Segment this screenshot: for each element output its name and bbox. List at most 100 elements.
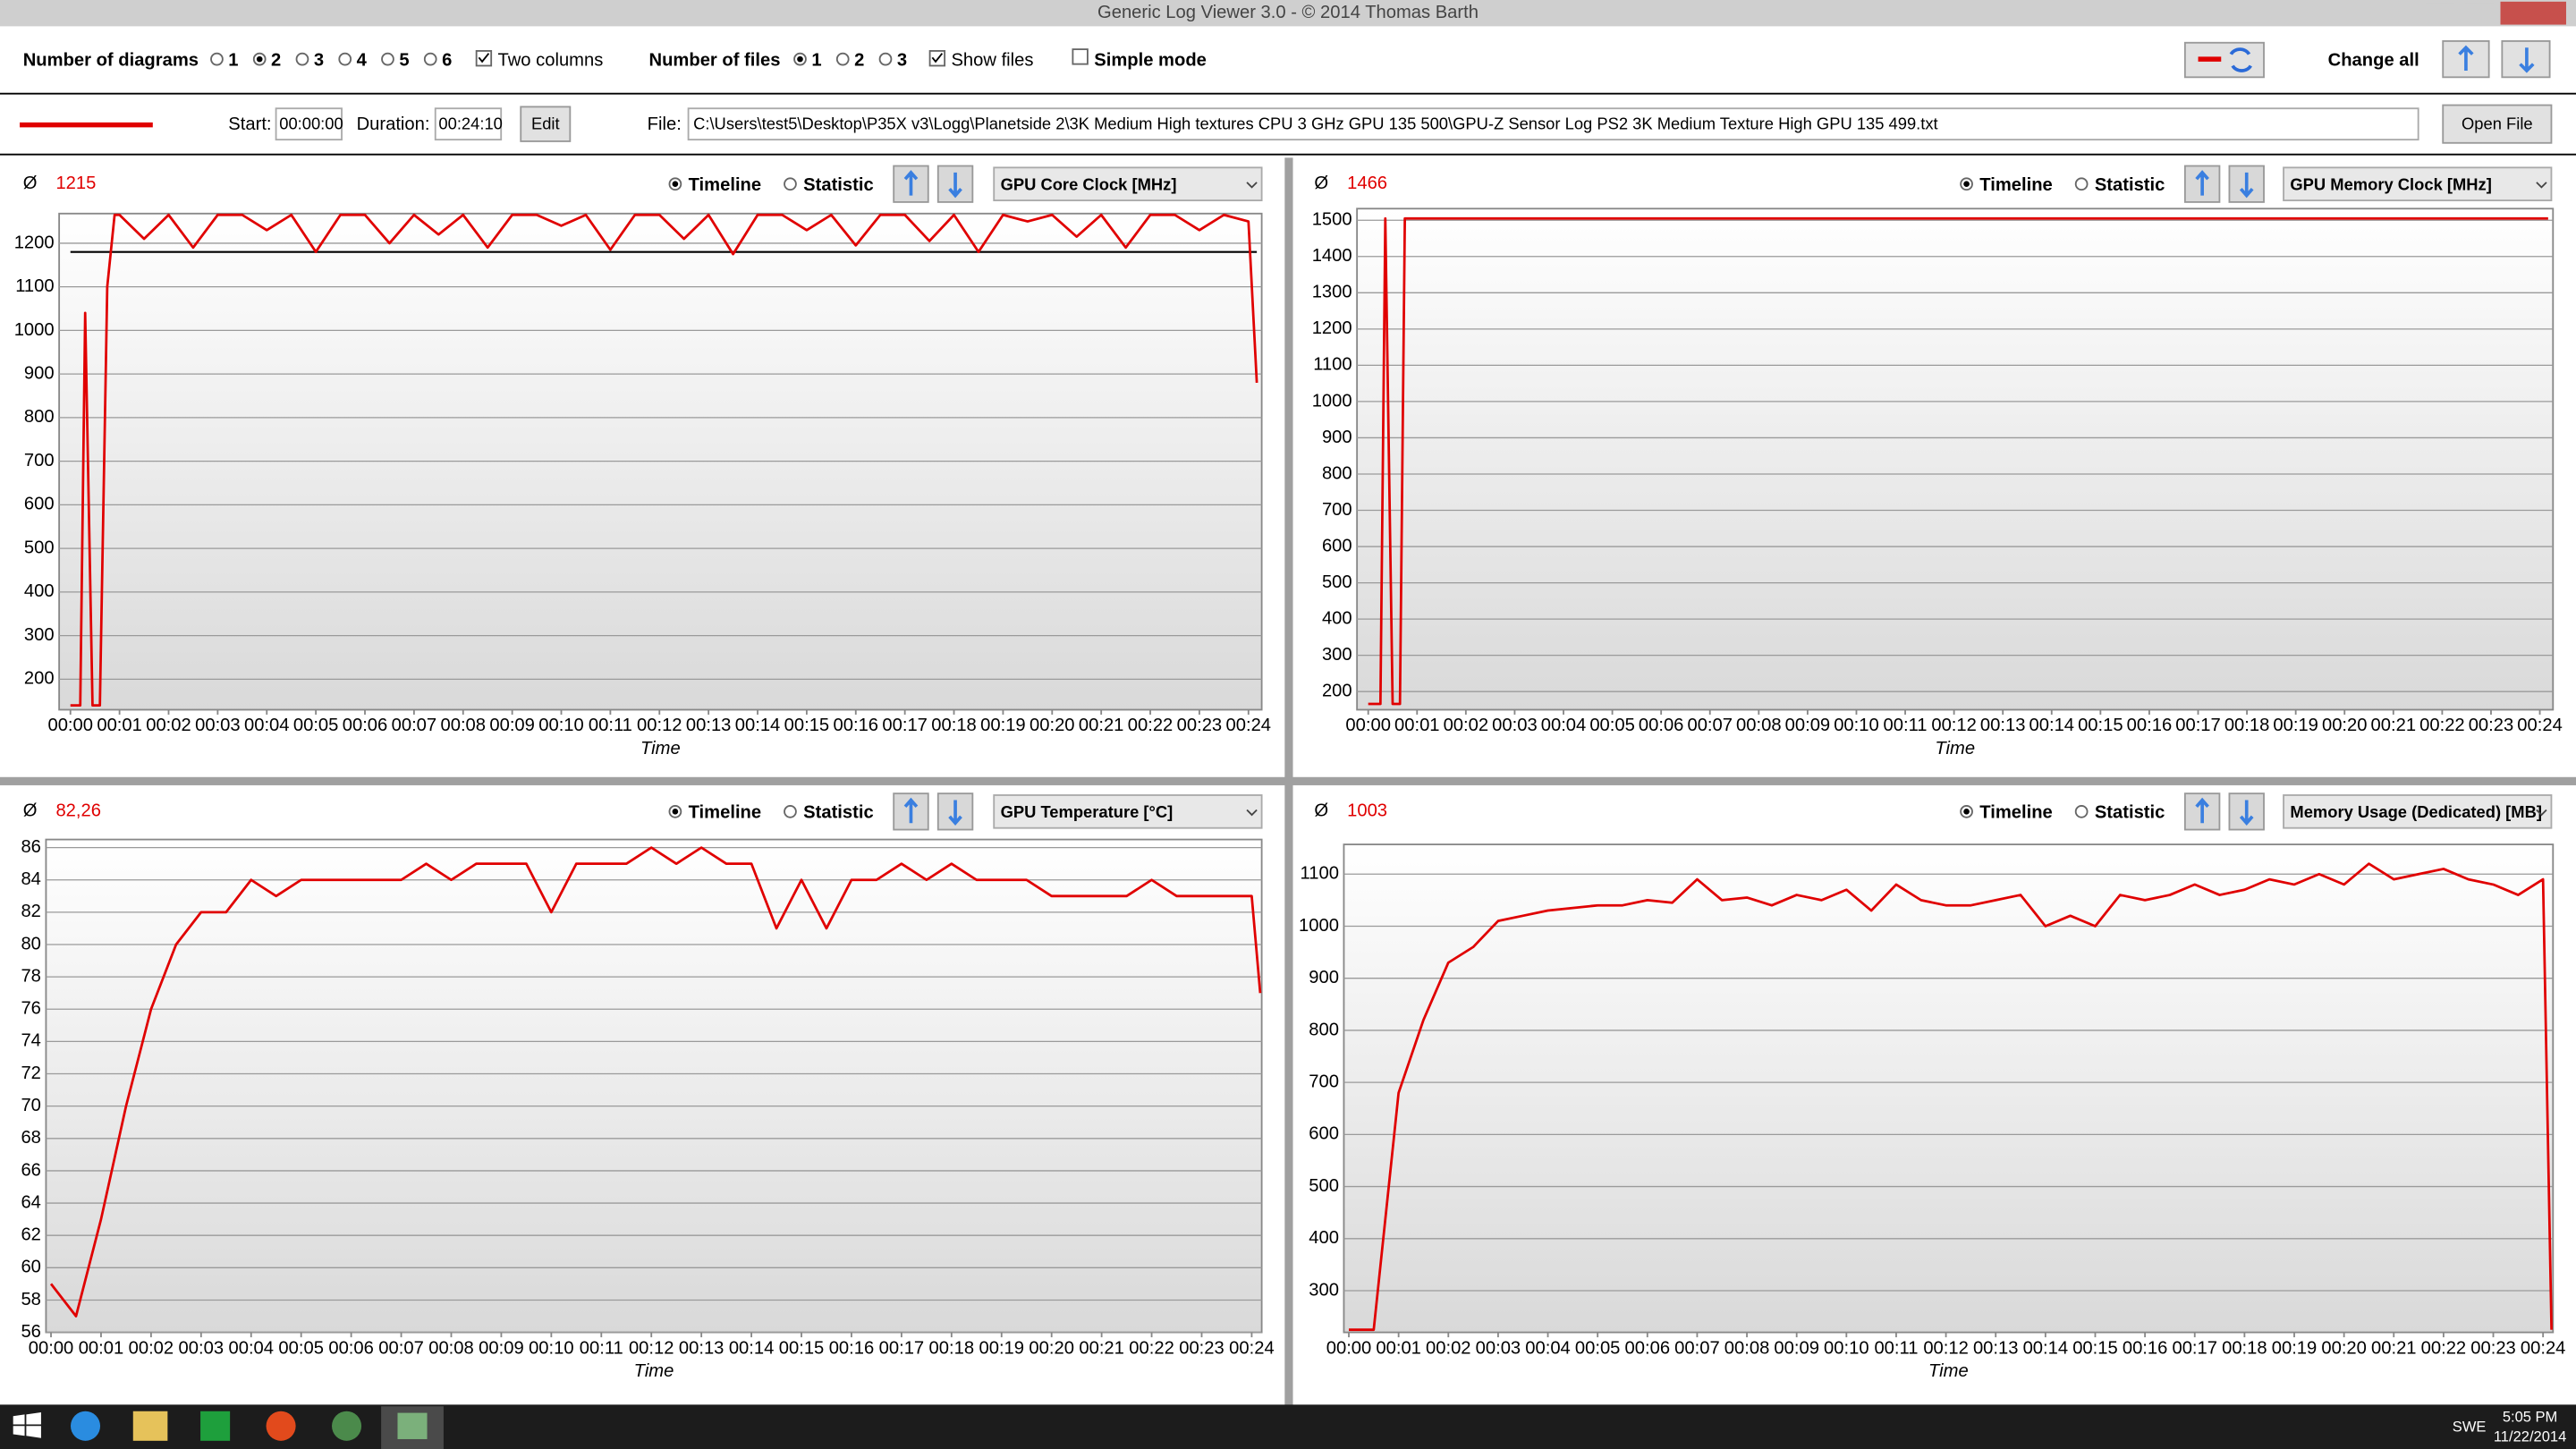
x-tick-label: 00:15	[2078, 716, 2123, 735]
x-tick-label: 00:09	[489, 716, 535, 735]
series-dropdown[interactable]	[2283, 166, 2553, 201]
x-tick-label: 00:10	[1834, 716, 1879, 735]
y-tick-label: 500	[24, 538, 55, 557]
y-tick-label: 58	[21, 1290, 40, 1309]
open-file-button[interactable]	[2442, 104, 2553, 144]
avg-symbol: Ø	[23, 174, 38, 193]
x-tick-label: 00:17	[879, 1338, 925, 1358]
x-tick-label: 00:02	[1426, 1338, 1471, 1358]
radio-button[interactable]	[210, 52, 224, 66]
x-tick-label: 00:08	[428, 1338, 474, 1358]
series-dropdown[interactable]	[993, 794, 1263, 829]
log-viewer-icon	[397, 1412, 428, 1439]
x-tick-label: 00:21	[2371, 716, 2417, 735]
radio-button[interactable]	[784, 805, 797, 818]
series-select: Memory Usage (Dedicated) [MB]	[2290, 802, 2542, 821]
radio-button[interactable]	[2074, 177, 2089, 191]
start-input[interactable]	[275, 107, 343, 141]
x-tick-label: 00:07	[1687, 716, 1733, 735]
open-file-label: Open File	[2462, 114, 2533, 132]
file-option: 3	[897, 50, 907, 70]
y-tick-label: 68	[21, 1128, 40, 1148]
y-tick-label: 700	[1309, 1072, 1339, 1091]
app-icon[interactable]	[332, 1411, 362, 1441]
x-tick-label: 00:15	[779, 1338, 825, 1358]
duration-input[interactable]	[434, 107, 503, 141]
radio-button[interactable]	[338, 52, 352, 66]
store-icon[interactable]	[200, 1411, 231, 1441]
x-axis-label: Time	[1928, 1361, 1969, 1381]
y-tick-label: 56	[21, 1322, 40, 1342]
x-tick-label: 00:02	[1444, 716, 1489, 735]
radio-button[interactable]	[423, 52, 437, 66]
y-tick-label: 600	[1309, 1124, 1339, 1144]
x-tick-label: 00:07	[392, 716, 437, 735]
avg-symbol: Ø	[23, 801, 38, 821]
move-up-button[interactable]	[2183, 165, 2221, 203]
x-tick-label: 00:22	[1128, 716, 1174, 735]
x-tick-label: 00:14	[2023, 1338, 2069, 1358]
statistic-option: Statistic	[2095, 175, 2165, 195]
x-tick-label: 00:18	[929, 1338, 975, 1358]
ie-icon[interactable]	[70, 1411, 101, 1441]
maximize-button[interactable]	[2464, 3, 2495, 23]
radio-dot	[256, 55, 263, 63]
y-tick-label: 900	[24, 363, 55, 383]
edit-label: Edit	[531, 114, 560, 132]
y-tick-label: 86	[21, 837, 40, 857]
y-tick-label: 82	[21, 902, 40, 921]
y-tick-label: 800	[1309, 1020, 1339, 1039]
x-tick-label: 00:18	[2224, 716, 2270, 735]
radio-button[interactable]	[295, 52, 309, 66]
x-tick-label: 00:04	[1525, 1338, 1571, 1358]
down-icon	[948, 800, 962, 826]
x-tick-label: 00:22	[2421, 1338, 2467, 1358]
radio-button[interactable]	[878, 52, 893, 66]
x-tick-label: 00:18	[2222, 1338, 2267, 1358]
x-tick-label: 00:24	[1226, 716, 1272, 735]
radio-button[interactable]	[2074, 805, 2089, 818]
x-tick-label: 00:00	[29, 1338, 74, 1358]
x-tick-label: 00:20	[1030, 716, 1075, 735]
x-tick-label: 00:23	[2469, 716, 2514, 735]
statistic-option: Statistic	[803, 175, 874, 195]
close-button[interactable]	[2500, 1, 2566, 25]
data-line	[49, 846, 1262, 1318]
radio-button[interactable]	[784, 177, 797, 191]
x-tick-label: 00:14	[2029, 716, 2075, 735]
title-bar	[0, 0, 2576, 27]
y-tick-label: 300	[1309, 1280, 1339, 1300]
series-dropdown[interactable]	[993, 166, 1263, 201]
x-tick-label: 00:01	[1394, 716, 1440, 735]
x-tick-label: 00:24	[2517, 716, 2563, 735]
avg-symbol: Ø	[1314, 174, 1328, 193]
start-button[interactable]	[13, 1412, 41, 1438]
x-tick-label: 00:19	[2273, 716, 2318, 735]
file-path-input[interactable]	[687, 107, 2419, 141]
simple-mode-checkbox[interactable]	[1072, 48, 1089, 65]
radio-button[interactable]	[381, 52, 394, 66]
explorer-icon[interactable]	[132, 1411, 168, 1441]
diagram-option: 2	[271, 50, 281, 70]
data-line	[1368, 216, 2548, 706]
series-dropdown[interactable]	[2283, 794, 2553, 829]
duration-label: Duration:	[357, 114, 430, 134]
x-tick-label: 00:01	[97, 716, 142, 735]
average: 1215	[55, 174, 96, 193]
radio-button[interactable]	[835, 52, 850, 66]
x-tick-label: 00:05	[1575, 1338, 1621, 1358]
check-mark	[478, 53, 490, 64]
simple-mode-label: Simple mode	[1094, 50, 1207, 70]
edit-button[interactable]	[520, 106, 572, 142]
x-tick-label: 00:15	[784, 716, 830, 735]
color-swap-button[interactable]	[2183, 41, 2265, 79]
timeline-option: Timeline	[689, 803, 762, 823]
radio-dot	[672, 809, 679, 815]
x-tick-label: 00:17	[2175, 716, 2221, 735]
y-tick-label: 300	[1322, 645, 1352, 665]
minimize-button[interactable]	[2425, 3, 2455, 23]
x-tick-label: 00:06	[328, 1338, 374, 1358]
radio-dot	[1963, 181, 1970, 188]
app-icon[interactable]	[266, 1411, 296, 1441]
